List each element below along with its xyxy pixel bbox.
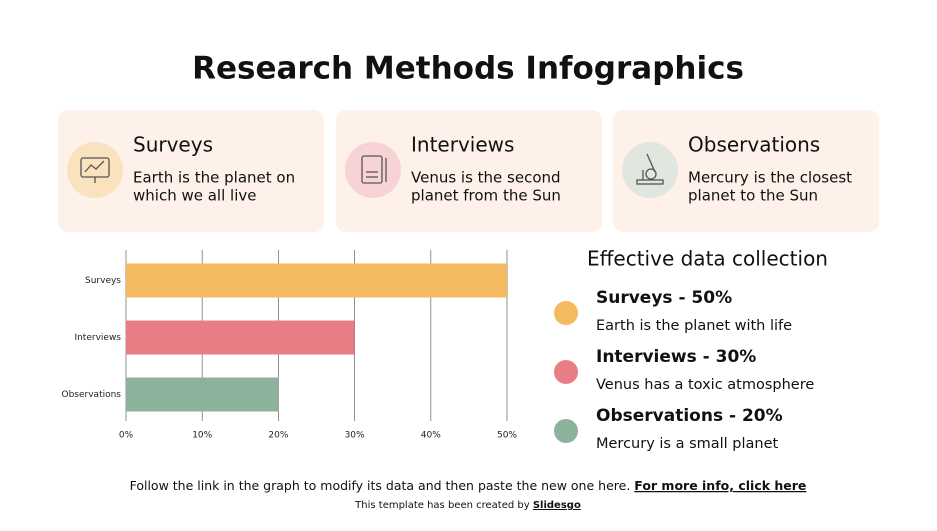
y-tick-label: Surveys (85, 276, 121, 286)
x-tick-label: 10% (192, 431, 212, 441)
icon-part (636, 179, 664, 185)
icon-glyph (636, 153, 664, 185)
legend-heading: Surveys - 50% (596, 288, 732, 308)
title: Research Methods Infographics (192, 51, 744, 87)
legend-title: Effective data collection (587, 247, 828, 271)
legend-dot (554, 360, 578, 384)
x-tick-label: 0% (119, 431, 134, 441)
card-text: Earth is the planet on (133, 169, 295, 187)
card-text: Mercury is the closest (688, 169, 852, 187)
icon-glyph (361, 155, 387, 184)
card (336, 110, 602, 232)
legend-heading: Interviews - 30% (596, 347, 756, 367)
card-icon (622, 142, 678, 198)
card-heading: Interviews (411, 133, 514, 157)
bar (126, 263, 507, 298)
card-heading: Surveys (133, 133, 213, 157)
card-text: which we all live (133, 187, 256, 205)
chart: 0% 10% 20% 30% 40% 50% Surveys Interviews Observ… (62, 250, 517, 441)
card-heading: Observations (688, 133, 820, 157)
x-tick-label: 30% (345, 431, 365, 441)
card-icon (67, 142, 123, 198)
card-text: planet to the Sun (688, 187, 818, 205)
legend-heading: Observations - 20% (596, 406, 783, 426)
card (613, 110, 879, 232)
card-text: Venus is the second (411, 169, 561, 187)
legend-text: Earth is the planet with life (596, 318, 792, 334)
card (58, 110, 324, 232)
footer-link[interactable]: For more info, click here (634, 478, 806, 493)
legend-dot (554, 301, 578, 325)
card-text: planet from the Sun (411, 187, 561, 205)
icon-part (361, 155, 383, 184)
x-tick-label: 50% (497, 431, 517, 441)
x-tick-label: 40% (421, 431, 441, 441)
legend: Surveys - 50% Earth is the planet with li… (554, 288, 814, 452)
credit-link[interactable]: Slidesgo (533, 500, 581, 511)
y-tick-label: Observations (62, 390, 122, 400)
legend-text: Mercury is a small planet (596, 436, 779, 452)
x-tick-label: 20% (268, 431, 288, 441)
credit-text: This template has been created by (354, 500, 530, 511)
icon-glyph (80, 157, 110, 183)
credit: This template has been created by Slides… (354, 500, 581, 511)
legend-dot (554, 419, 578, 443)
bar (126, 377, 279, 412)
icon-part (646, 153, 656, 173)
footer-text: Follow the link in the graph to modify i… (130, 478, 807, 493)
icon-part (645, 168, 657, 180)
card-icon (345, 142, 401, 198)
icon-part (84, 160, 105, 173)
y-tick-label: Interviews (74, 333, 121, 343)
footer-note: Follow the link in the graph to modify i… (130, 478, 631, 493)
bar (126, 320, 355, 355)
legend-text: Venus has a toxic atmosphere (596, 377, 814, 393)
